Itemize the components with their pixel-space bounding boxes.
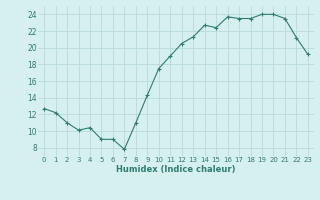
X-axis label: Humidex (Indice chaleur): Humidex (Indice chaleur): [116, 165, 236, 174]
